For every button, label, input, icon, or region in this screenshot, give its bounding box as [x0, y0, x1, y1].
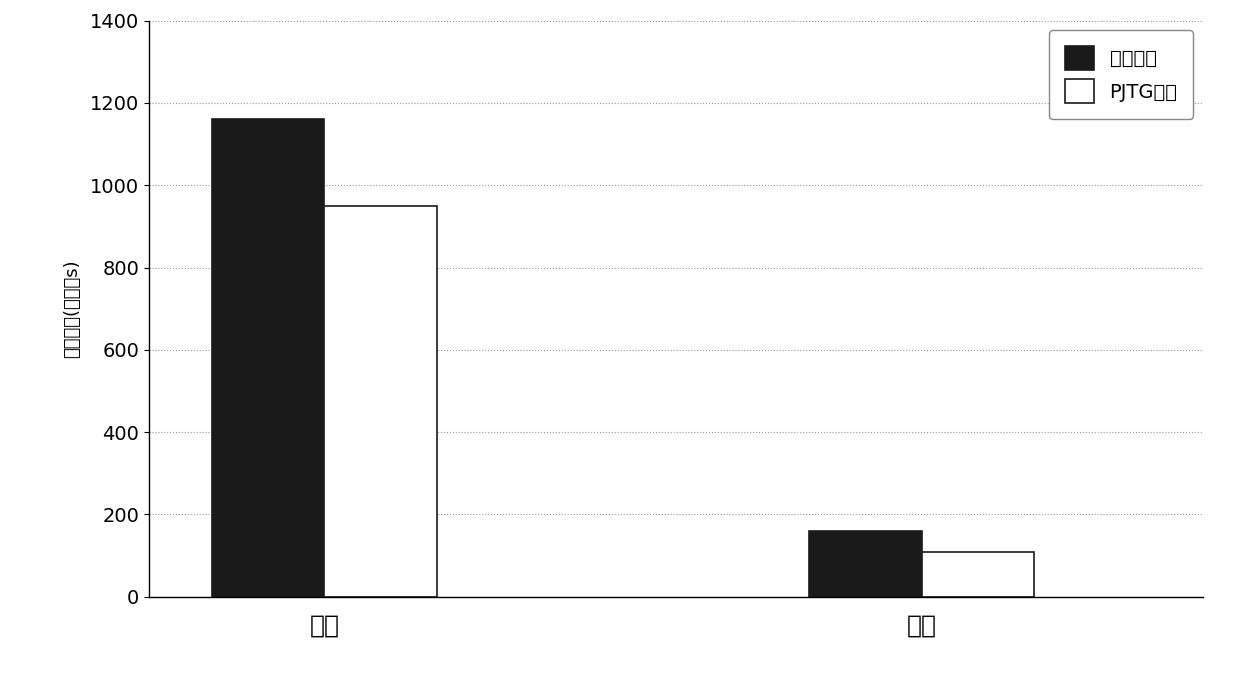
Bar	[325, 206, 436, 597]
Legend: 一般算法, PJTG算法: 一般算法, PJTG算法	[1049, 30, 1193, 119]
Bar	[212, 119, 325, 597]
Y-axis label: 响应时间(单位：s): 响应时间(单位：s)	[63, 259, 82, 358]
Bar	[921, 552, 1034, 597]
Bar	[810, 531, 921, 597]
